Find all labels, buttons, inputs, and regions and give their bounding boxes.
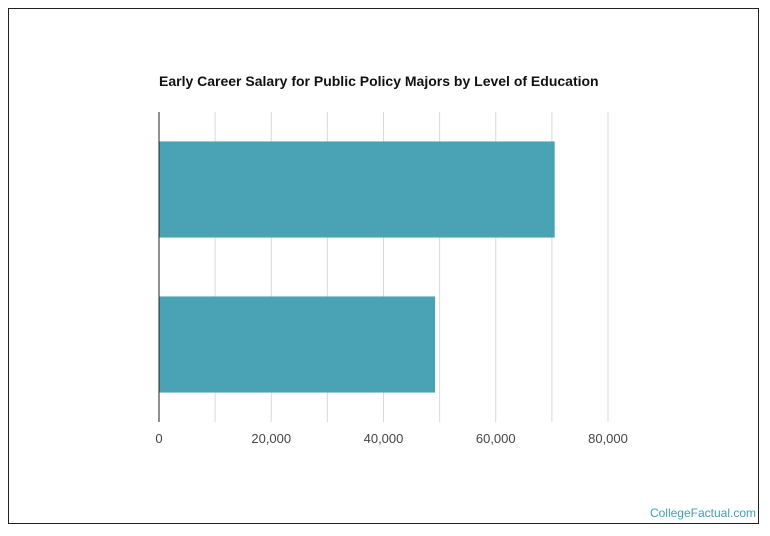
bar-2[interactable] (159, 296, 436, 393)
x-tick-label: 60,000 (476, 431, 516, 446)
x-tick-labels: 0 20,000 40,000 60,000 80,000 (155, 431, 628, 446)
bars (159, 141, 555, 393)
chart-title: Early Career Salary for Public Policy Ma… (159, 73, 599, 89)
source-credit[interactable]: CollegeFactual.com (649, 506, 756, 520)
x-tick-label: 80,000 (588, 431, 628, 446)
x-tick-label: 20,000 (251, 431, 291, 446)
x-tick-label: 40,000 (364, 431, 404, 446)
x-tick-label: 0 (155, 431, 162, 446)
bar-1[interactable] (159, 141, 555, 238)
